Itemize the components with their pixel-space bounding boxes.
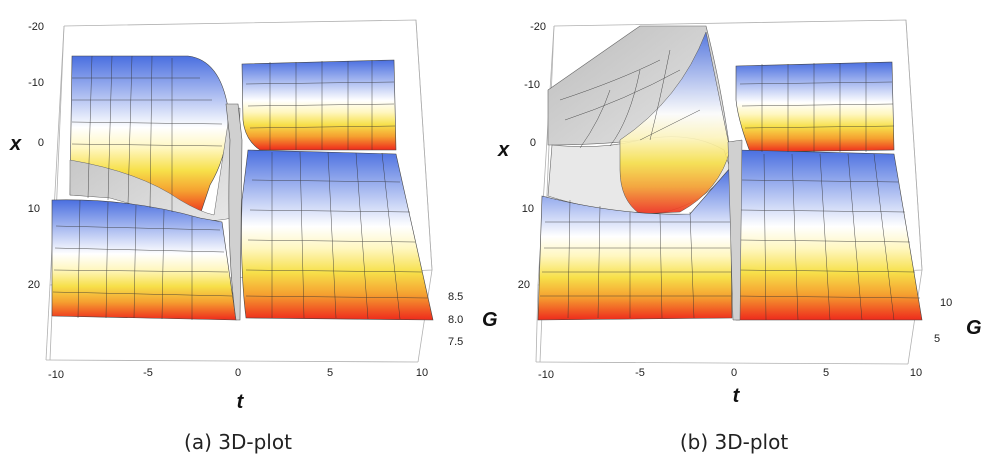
x-tick: 10 [522, 203, 534, 215]
y-axis-label-a: x [9, 133, 22, 155]
x-axis-ticks-a: -20 -10 0 10 20 [28, 21, 44, 291]
g-tick: 5 [934, 333, 940, 345]
x-tick: 20 [518, 279, 530, 291]
t-axis-ticks-a: -10 -5 0 5 10 [48, 367, 428, 381]
x-tick: 0 [530, 137, 536, 149]
panel-a: -20 -10 0 10 20 x -10 -5 0 5 10 t 8.5 8.… [9, 19, 498, 454]
x-tick: 10 [28, 203, 40, 215]
panel-b: -20 -10 0 10 20 x -10 -5 0 5 10 t 10 5 G… [497, 19, 982, 454]
x-tick: 20 [28, 279, 40, 291]
x-axis-ticks-b: -20 -10 0 10 20 [518, 21, 546, 291]
g-axis-ticks-b: 10 5 [934, 297, 952, 345]
t-tick: -5 [635, 367, 645, 379]
surface-a [51, 55, 434, 321]
t-axis-ticks-b: -10 -5 0 5 10 [538, 367, 922, 381]
caption-a: (a) 3D-plot [184, 430, 292, 454]
t-tick: 0 [731, 367, 737, 379]
t-tick: -10 [538, 369, 554, 381]
t-tick: -10 [48, 369, 64, 381]
t-tick: 5 [327, 367, 333, 379]
t-tick: 0 [235, 367, 241, 379]
y-axis-label-b: x [497, 139, 510, 161]
surface-b [537, 25, 923, 321]
g-tick: 8.0 [448, 314, 463, 326]
g-tick: 8.5 [448, 291, 463, 303]
t-tick: 10 [910, 367, 922, 379]
x-tick: 0 [38, 137, 44, 149]
caption-b: (b) 3D-plot [680, 430, 788, 454]
x-axis-label-b: t [733, 385, 741, 407]
z-axis-label-b: G [966, 317, 982, 339]
t-tick: -5 [143, 367, 153, 379]
x-tick: -20 [28, 21, 44, 33]
g-tick: 7.5 [448, 336, 463, 348]
bounding-box-a [45, 19, 433, 363]
g-tick: 10 [940, 297, 952, 309]
t-tick: 5 [823, 367, 829, 379]
g-axis-ticks-a: 8.5 8.0 7.5 [448, 291, 463, 348]
t-tick: 10 [416, 367, 428, 379]
x-tick: -10 [28, 77, 44, 89]
x-tick: -20 [530, 21, 546, 33]
x-axis-label-a: t [237, 391, 245, 413]
z-axis-label-a: G [482, 309, 498, 331]
x-tick: -10 [524, 79, 540, 91]
